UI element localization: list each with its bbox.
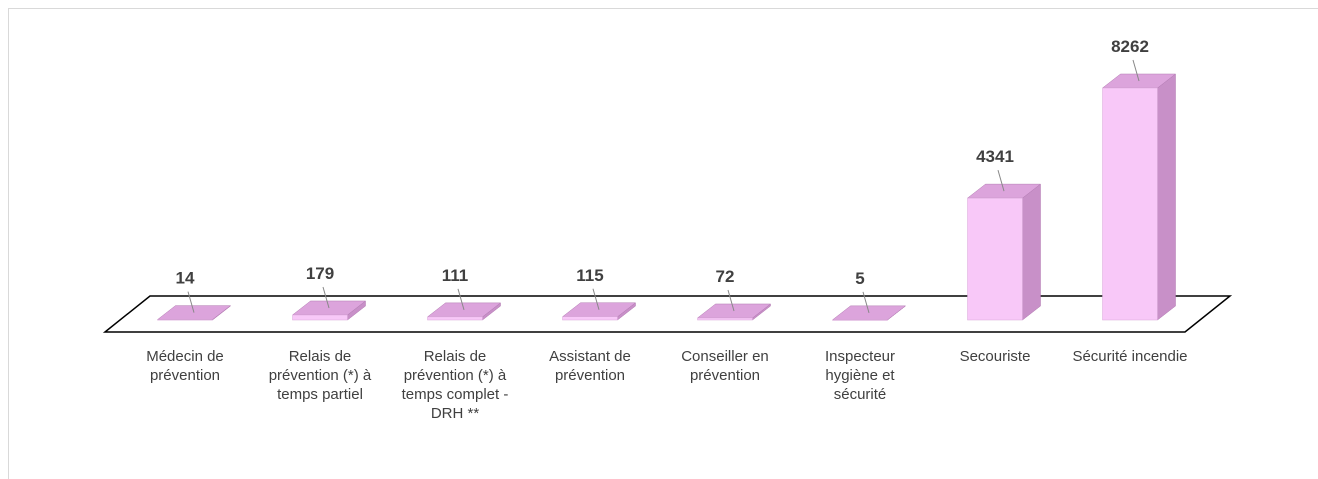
x-tick-label: Secouriste xyxy=(959,348,1031,365)
leader-line xyxy=(592,288,600,310)
bar-front xyxy=(292,314,348,321)
leader-line xyxy=(457,288,465,311)
bar-front xyxy=(967,197,1023,321)
value-label: 179 xyxy=(306,264,334,283)
leader-line xyxy=(322,286,330,309)
value-label: 72 xyxy=(716,267,735,286)
value-label: 115 xyxy=(576,266,603,285)
bar-side xyxy=(1157,73,1176,321)
leader-line xyxy=(1132,59,1140,82)
bar-front xyxy=(157,319,213,321)
x-tick-label: Inspecteur hygiène et sécurité xyxy=(824,348,896,403)
x-tick-label: Conseiller en prévention xyxy=(681,348,769,384)
leader-line xyxy=(997,169,1005,192)
bar-front xyxy=(697,317,753,321)
x-tick-label: Relais de prévention (*) à temps partiel xyxy=(268,348,372,403)
x-tick-label: Assistant de prévention xyxy=(549,348,631,384)
value-label: 5 xyxy=(855,269,864,288)
bar-side xyxy=(1022,183,1041,321)
bar xyxy=(156,305,232,321)
bar xyxy=(1101,73,1177,321)
bar xyxy=(966,183,1042,321)
x-tick-label: Médecin de prévention xyxy=(146,348,224,384)
value-label: 111 xyxy=(442,266,469,285)
x-tick-label: Relais de prévention (*) à temps complet… xyxy=(401,348,509,422)
value-label: 4341 xyxy=(976,147,1014,166)
floor xyxy=(102,295,1233,333)
leader-line xyxy=(727,289,735,312)
bar-front xyxy=(1102,87,1158,321)
leader-line xyxy=(187,291,195,313)
bar-front xyxy=(562,316,618,321)
value-label: 8262 xyxy=(1111,37,1149,56)
chart-border xyxy=(8,8,1318,479)
bar-front xyxy=(427,316,483,321)
x-tick-label: Sécurité incendie xyxy=(1072,348,1188,365)
value-label: 14 xyxy=(176,269,195,288)
bar-front xyxy=(832,319,888,321)
leader-line xyxy=(862,291,870,313)
